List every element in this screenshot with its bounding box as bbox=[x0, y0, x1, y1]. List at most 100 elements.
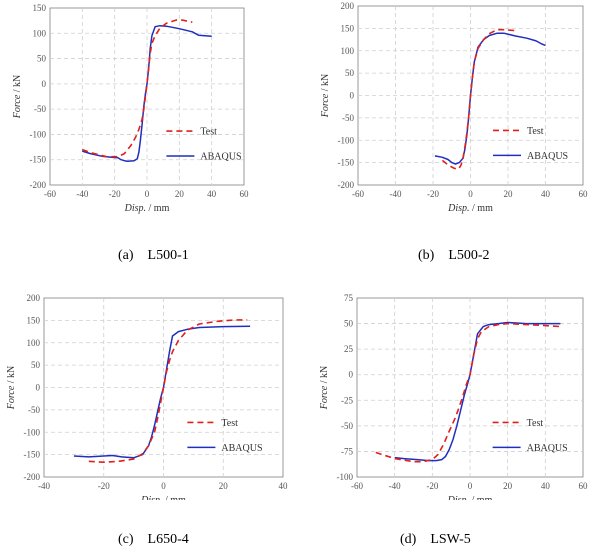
y-tick-label: 100 bbox=[33, 28, 47, 38]
x-axis-label-name: Disp. bbox=[447, 203, 469, 214]
chart-panel-c: -40-2002040-200-150-100-50050100150200Di… bbox=[0, 285, 300, 500]
x-tick-label: 20 bbox=[175, 189, 185, 199]
y-tick-label: 0 bbox=[350, 91, 355, 101]
legend-label-test: Test bbox=[221, 418, 238, 429]
y-tick-label: -200 bbox=[30, 180, 47, 190]
caption-a: (a) L500-1 bbox=[118, 248, 189, 263]
y-axis-label: Force / kN bbox=[12, 75, 23, 120]
legend-label-abaqus: ABAQUS bbox=[527, 151, 568, 162]
x-tick-label: -40 bbox=[390, 189, 402, 199]
y-axis-label-unit: / kN bbox=[12, 75, 23, 95]
y-tick-label: 200 bbox=[27, 293, 41, 303]
y-tick-label: 200 bbox=[341, 1, 355, 11]
y-tick-label: -25 bbox=[341, 395, 353, 405]
x-tick-label: -20 bbox=[109, 189, 121, 199]
x-tick-label: 60 bbox=[579, 481, 589, 491]
chart-b-svg: -60 -40 -20 0 20 40 60-200-150-100-50050100150… bbox=[320, 1, 589, 214]
y-tick-label: -200 bbox=[24, 472, 41, 482]
legend-label-test: Test bbox=[200, 127, 217, 138]
y-tick-label: -150 bbox=[24, 450, 41, 460]
x-axis-label-name: Disp. bbox=[124, 203, 146, 214]
y-tick-label: -150 bbox=[30, 155, 47, 165]
x-axis-label-unit: / mm bbox=[469, 495, 493, 500]
y-tick-label: -50 bbox=[34, 104, 46, 114]
x-axis-label: Disp. / mm bbox=[140, 495, 186, 500]
y-axis-label-name: Force bbox=[12, 94, 23, 119]
x-axis-label-name: Disp. bbox=[140, 495, 162, 500]
y-tick-label: 100 bbox=[341, 46, 355, 56]
chart-panel-b: -60 -40 -20 0 20 40 60 -200 -150 -100 -50 0 50 100 150… bbox=[300, 0, 600, 215]
x-tick-label: 60 bbox=[240, 189, 250, 199]
y-tick-label: 0 bbox=[36, 383, 41, 393]
y-tick-label: -100 bbox=[24, 427, 41, 437]
caption-c: (c) L650-4 bbox=[118, 532, 189, 547]
x-tick-label: 0 bbox=[145, 189, 150, 199]
y-tick-label: -100 bbox=[337, 472, 354, 482]
series-line-test-b bbox=[441, 28, 516, 171]
legend-label-abaqus: ABAQUS bbox=[527, 443, 568, 454]
y-axis-label-name: Force bbox=[319, 385, 330, 410]
y-tick-label: -100 bbox=[30, 129, 47, 139]
chart-panel-d: -60 -40 -20 0 20 40 60 -100 -75 -50 -25 0 25 50 75 Disp… bbox=[300, 285, 600, 500]
x-tick-label: -20 bbox=[98, 481, 110, 491]
series-line-abaqus-c bbox=[73, 325, 251, 459]
y-tick-label: 50 bbox=[345, 68, 355, 78]
x-axis-label-unit: / mm bbox=[470, 203, 494, 214]
x-tick-label: 0 bbox=[468, 481, 473, 491]
y-axis-label-unit: / kN bbox=[6, 366, 17, 386]
y-tick-label: 150 bbox=[33, 3, 47, 13]
y-axis-label: Force / kN bbox=[319, 366, 330, 411]
y-tick-label: -100 bbox=[338, 135, 355, 145]
x-tick-label: 40 bbox=[541, 481, 551, 491]
x-tick-label: 40 bbox=[541, 189, 551, 199]
x-axis-label: Disp. / mm bbox=[447, 203, 493, 214]
x-axis-label-unit: / mm bbox=[163, 495, 187, 500]
y-tick-label: -200 bbox=[338, 180, 355, 190]
x-tick-label: -40 bbox=[76, 189, 88, 199]
y-tick-label: 50 bbox=[31, 360, 41, 370]
legend-label-test: Test bbox=[527, 126, 544, 137]
y-axis-label-unit: / kN bbox=[319, 366, 330, 386]
x-tick-label: 60 bbox=[579, 189, 589, 199]
x-axis-label: Disp. / mm bbox=[124, 203, 170, 214]
x-tick-label: 20 bbox=[504, 189, 514, 199]
series-line-test-c bbox=[88, 319, 248, 463]
legend-label-abaqus: ABAQUS bbox=[221, 443, 262, 454]
y-tick-label: 0 bbox=[42, 79, 47, 89]
chart-d-svg: -60 -40 -20 0 20 40 60 -100 -75 -50 -25 0 25 50 75 Disp… bbox=[319, 293, 589, 500]
x-tick-label: -60 bbox=[351, 481, 363, 491]
x-tick-label: -20 bbox=[426, 481, 438, 491]
y-tick-label: 0 bbox=[349, 370, 354, 380]
y-tick-label: 150 bbox=[27, 315, 41, 325]
y-tick-label: 50 bbox=[37, 54, 47, 64]
legend-label-test: Test bbox=[527, 418, 544, 429]
x-tick-label: -40 bbox=[38, 481, 50, 491]
x-tick-label: 20 bbox=[503, 481, 513, 491]
y-tick-label: -50 bbox=[341, 421, 353, 431]
x-tick-label: 0 bbox=[468, 189, 473, 199]
chart-panel-a: -60 -40 -20 0 20 40 60 -200 -150 -100 -50 0 50 100 150… bbox=[0, 0, 300, 215]
y-tick-label: -50 bbox=[28, 405, 40, 415]
x-tick-label: 20 bbox=[219, 481, 229, 491]
chart-c-svg: -40-2002040-200-150-100-50050100150200Di… bbox=[6, 293, 289, 500]
y-axis-label: Force / kN bbox=[320, 74, 331, 119]
legend-label-abaqus: ABAQUS bbox=[200, 152, 241, 163]
x-axis-label-name: Disp. bbox=[447, 495, 469, 500]
y-tick-label: -50 bbox=[342, 113, 354, 123]
series-line-test-a bbox=[82, 19, 193, 158]
y-tick-label: -150 bbox=[338, 158, 355, 168]
x-tick-label: -60 bbox=[44, 189, 56, 199]
x-tick-label: -60 bbox=[352, 189, 364, 199]
y-tick-label: 25 bbox=[344, 344, 354, 354]
series-line-abaqus-b bbox=[434, 32, 546, 165]
y-tick-label: 100 bbox=[27, 338, 41, 348]
x-tick-label: 40 bbox=[207, 189, 217, 199]
caption-d: (d) LSW-5 bbox=[400, 532, 471, 547]
caption-b: (b) L500-2 bbox=[418, 248, 490, 263]
x-axis-label: Disp. / mm bbox=[447, 495, 493, 500]
series-line-test-d bbox=[375, 322, 561, 463]
x-tick-label: 40 bbox=[279, 481, 289, 491]
chart-a-svg: -60 -40 -20 0 20 40 60-200-150-100-50050100150… bbox=[12, 3, 250, 214]
y-tick-label: -75 bbox=[341, 446, 353, 456]
y-axis-label-name: Force bbox=[320, 93, 331, 118]
